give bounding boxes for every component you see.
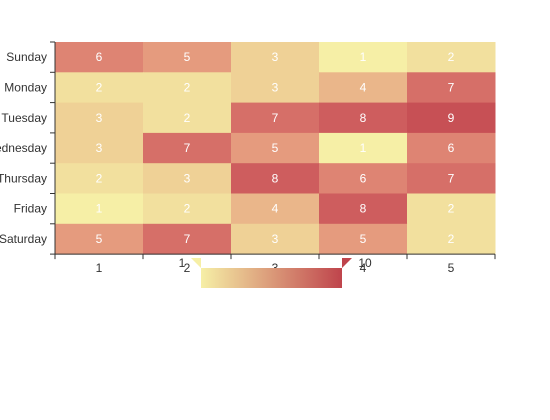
heatmap-cell[interactable] [55, 72, 144, 104]
heatmap-cell[interactable] [231, 72, 320, 104]
heatmap-cell-label: 7 [272, 111, 279, 125]
heatmap-cell[interactable] [55, 223, 144, 255]
heatmap-cell[interactable] [55, 163, 144, 194]
heatmap-cell[interactable] [407, 132, 496, 164]
heatmap-cell[interactable] [407, 163, 496, 194]
heatmap-cell-label: 2 [96, 80, 103, 94]
heatmap-cell-label: 2 [448, 232, 455, 246]
heatmap-cell-label: 1 [96, 202, 103, 216]
heatmap-cell-label: 5 [360, 232, 367, 246]
y-axis-label: Sunday [6, 50, 47, 64]
heatmap-cell-label: 6 [448, 141, 455, 155]
heatmap-cells: 6 5 3 1 2 2 2 3 4 7 3 2 7 8 9 3 7 5 1 6 2 3 8 6 7 1 2 4 8 2 5 7 3 5 2 [55, 42, 496, 255]
y-axis: Sunday Monday Tuesday Wednesday Thursday Frid… [0, 41, 56, 255]
heatmap-cell-label: 2 [184, 80, 191, 94]
heatmap-cell[interactable] [407, 42, 496, 73]
heatmap-cell-label: 7 [448, 171, 455, 185]
heatmap-cell-label: 2 [184, 202, 191, 216]
heatmap-cell[interactable] [407, 223, 496, 255]
heatmap-cell-label: 1 [360, 50, 367, 64]
y-axis-label: Saturday [0, 232, 47, 246]
x-axis-label: 1 [96, 261, 103, 275]
heatmap-cell-label: 4 [360, 80, 367, 94]
heatmap-cell-label: 4 [272, 202, 279, 216]
heatmap-cell[interactable] [143, 223, 232, 255]
heatmap-cell[interactable] [319, 42, 408, 73]
x-axis-label: 5 [448, 261, 455, 275]
heatmap-cell[interactable] [55, 102, 144, 134]
heatmap-cell-label: 7 [448, 80, 455, 94]
heatmap-cell[interactable] [231, 163, 320, 194]
heatmap-cell[interactable] [319, 102, 408, 134]
heatmap-cell[interactable] [143, 132, 232, 164]
heatmap-cell[interactable] [143, 72, 232, 104]
heatmap-cell-label: 3 [96, 141, 103, 155]
visual-map-max-label: 10 [358, 256, 372, 270]
heatmap-cell[interactable] [231, 42, 320, 73]
y-axis-label: Tuesday [1, 111, 47, 125]
heatmap-cell-label: 6 [96, 50, 103, 64]
heatmap-cell[interactable] [55, 193, 144, 225]
heatmap-cell-label: 5 [272, 141, 279, 155]
heatmap-cell-label: 2 [448, 202, 455, 216]
heatmap-cell-label: 5 [184, 50, 191, 64]
y-axis-label: Thursday [0, 171, 47, 185]
x-axis-label: 2 [184, 261, 191, 275]
heatmap-cell[interactable] [55, 132, 144, 164]
heatmap-cell[interactable] [143, 163, 232, 194]
visual-map-max-handle[interactable] [342, 258, 352, 268]
heatmap-cell-label: 2 [448, 50, 455, 64]
visual-map-min-handle[interactable] [191, 258, 201, 268]
heatmap-cell-label: 9 [448, 111, 455, 125]
y-axis-label: Monday [4, 80, 47, 94]
heatmap-cell[interactable] [143, 102, 232, 134]
heatmap-cell-label: 3 [272, 232, 279, 246]
heatmap-cell[interactable] [319, 223, 408, 255]
heatmap-cell-label: 3 [96, 111, 103, 125]
heatmap-cell[interactable] [143, 193, 232, 225]
heatmap-cell-label: 3 [184, 171, 191, 185]
y-axis-label: Friday [14, 202, 47, 216]
heatmap-cell[interactable] [319, 72, 408, 104]
x-axis-label: 4 [360, 261, 367, 275]
heatmap-cell-label: 3 [272, 80, 279, 94]
heatmap-cell-label: 7 [184, 232, 191, 246]
heatmap-cell-label: 8 [360, 202, 367, 216]
heatmap-cell[interactable] [407, 102, 496, 134]
heatmap-cell[interactable] [319, 132, 408, 164]
heatmap-cell-label: 8 [360, 111, 367, 125]
heatmap-cell[interactable] [231, 102, 320, 134]
visual-map[interactable]: 1 10 [179, 256, 372, 288]
y-axis-label: Wednesday [0, 141, 47, 155]
heatmap-cell[interactable] [407, 72, 496, 104]
heatmap-cell[interactable] [55, 42, 144, 73]
heatmap-cell-label: 2 [184, 111, 191, 125]
heatmap-cell-label: 2 [96, 171, 103, 185]
heatmap-cell[interactable] [319, 193, 408, 225]
heatmap-cell[interactable] [231, 193, 320, 225]
heatmap-cell[interactable] [231, 132, 320, 164]
heatmap-cell[interactable] [319, 163, 408, 194]
visual-map-min-label: 1 [179, 256, 186, 270]
heatmap-cell-label: 5 [96, 232, 103, 246]
heatmap-cell-label: 1 [360, 141, 367, 155]
visual-map-gradient-bar[interactable] [201, 268, 342, 288]
heatmap-cell-label: 3 [272, 50, 279, 64]
heatmap-cell-label: 8 [272, 171, 279, 185]
heatmap-cell-label: 6 [360, 171, 367, 185]
heatmap-cell[interactable] [231, 223, 320, 255]
heatmap-cell[interactable] [407, 193, 496, 225]
heatmap-cell-label: 7 [184, 141, 191, 155]
heatmap-cell[interactable] [143, 42, 232, 73]
